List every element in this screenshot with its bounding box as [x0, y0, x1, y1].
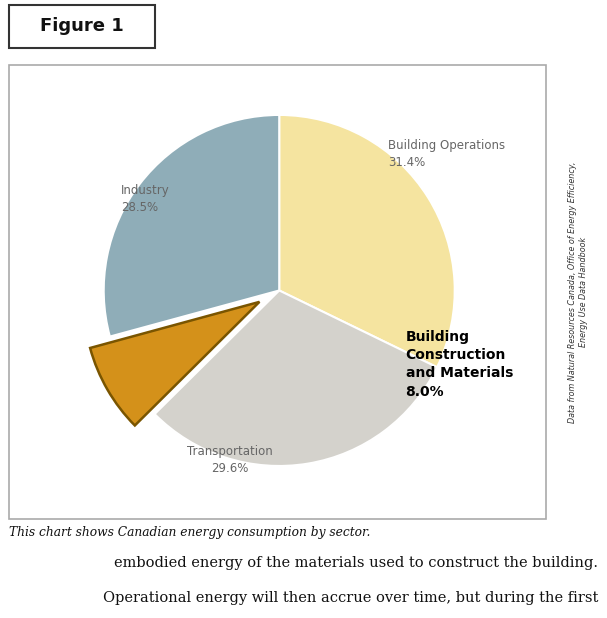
Text: This chart shows Canadian energy consumption by sector.: This chart shows Canadian energy consump… — [9, 527, 370, 540]
Text: Figure 1: Figure 1 — [40, 17, 124, 35]
Text: embodied energy of the materials used to construct the building.: embodied energy of the materials used to… — [114, 556, 598, 570]
Wedge shape — [155, 290, 437, 466]
Text: Industry
28.5%: Industry 28.5% — [121, 184, 170, 214]
Text: Data from Natural Resources Canada, Office of Energy Efficiency,
Energy Use Data: Data from Natural Resources Canada, Offi… — [569, 161, 588, 423]
Text: Transportation
29.6%: Transportation 29.6% — [187, 445, 273, 475]
Text: Operational energy will then accrue over time, but during the first: Operational energy will then accrue over… — [103, 591, 598, 605]
Wedge shape — [279, 115, 455, 367]
Wedge shape — [104, 115, 279, 337]
Wedge shape — [90, 302, 259, 425]
FancyBboxPatch shape — [9, 6, 155, 48]
Text: Building
Construction
and Materials
8.0%: Building Construction and Materials 8.0% — [405, 329, 513, 399]
Text: Building Operations
31.4%: Building Operations 31.4% — [388, 138, 505, 169]
